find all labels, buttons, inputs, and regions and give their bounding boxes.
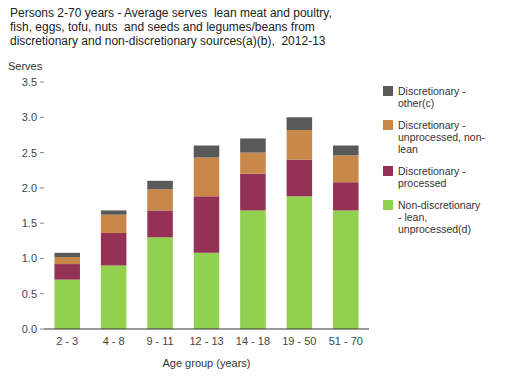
bar [240, 153, 266, 174]
tick-mark [40, 82, 44, 83]
text-line: - lean, [398, 211, 427, 223]
bar [240, 210, 266, 329]
bar [240, 174, 266, 211]
bar [333, 155, 359, 182]
legend: Discretionary -other(c)Discretionary -un… [383, 85, 485, 235]
text-line: other(c) [398, 97, 434, 109]
text-line: processed [398, 177, 447, 189]
bar [54, 264, 80, 280]
x-axis: 2 - 3 4 - 8 9 - 11 12 - 13 14 - 18 19 - 50 51 … [44, 329, 369, 347]
tick-label: 2.0 [22, 182, 37, 194]
legend-label: Discretionary -other(c) [398, 85, 466, 109]
y-axis: 0.0 0.5 1.0 1.5 2.0 2.5 3.0 3.5 [22, 76, 44, 335]
tick-label: 3.0 [22, 111, 37, 123]
legend-swatch [383, 86, 393, 96]
bar [287, 160, 313, 197]
bar [54, 280, 80, 329]
legend-label: Discretionary -unprocessed, non-lean [398, 119, 485, 155]
legend-swatch [383, 120, 393, 130]
legend-label: Non-discretionary- lean,unprocessed(d) [398, 199, 481, 235]
bar [101, 210, 127, 214]
tick-mark [40, 117, 44, 118]
tick-label: 1.5 [22, 217, 37, 229]
text-line: Discretionary - [398, 85, 466, 97]
bars [54, 117, 358, 329]
chart: Persons 2-70 years - Average serves lean… [0, 0, 509, 377]
legend-swatch [383, 166, 393, 176]
bar [147, 237, 173, 329]
bar [194, 196, 220, 252]
text-line: Discretionary - [398, 119, 466, 131]
bar [194, 253, 220, 329]
bar [194, 146, 220, 158]
tick-label: 14 - 18 [236, 335, 270, 347]
axis-label: Serves [8, 60, 43, 72]
tick-label: 2 - 3 [56, 335, 78, 347]
text-line: unprocessed, non- [398, 131, 485, 143]
bar [240, 138, 266, 152]
tick-mark [40, 152, 44, 153]
bar [147, 210, 173, 237]
tick-mark [40, 187, 44, 188]
text-line: unprocessed(d) [398, 223, 471, 235]
tick-label: 4 - 8 [103, 335, 125, 347]
tick-mark [40, 223, 44, 224]
bar [333, 182, 359, 210]
bar [101, 215, 127, 233]
tick-label: 0.0 [22, 323, 37, 335]
bar [287, 130, 313, 160]
title: Persons 2-70 years - Average serves lean… [10, 6, 332, 48]
bar [54, 257, 80, 264]
axis-label: Age group (years) [162, 357, 250, 369]
tick-mark [40, 258, 44, 259]
bar [101, 265, 127, 329]
bar [101, 233, 127, 265]
text-line: Discretionary - [398, 165, 466, 177]
tick-label: 9 - 11 [146, 335, 173, 347]
bar [333, 146, 359, 156]
tick-mark [40, 293, 44, 294]
bar [54, 253, 80, 257]
text-line: Non-discretionary [398, 199, 481, 211]
text-line: lean [398, 143, 418, 155]
bar [287, 196, 313, 329]
tick-mark [40, 329, 44, 330]
text-line: discretionary and non-discretionary sour… [10, 34, 326, 48]
bar [333, 210, 359, 329]
bar [147, 189, 173, 210]
bar [287, 117, 313, 130]
legend-swatch [383, 200, 393, 210]
tick-label: 0.5 [22, 288, 37, 300]
legend-label: Discretionary -processed [398, 165, 466, 189]
tick-label: 2.5 [22, 147, 37, 159]
tick-label: 1.0 [22, 252, 37, 264]
bar [147, 181, 173, 189]
tick-label: 51 - 70 [329, 335, 363, 347]
text-line: Persons 2-70 years - Average serves lean… [10, 6, 332, 20]
text-line: fish, eggs, tofu, nuts and seeds and leg… [10, 20, 315, 34]
tick-label: 3.5 [22, 76, 37, 88]
tick-label: 12 - 13 [189, 335, 223, 347]
axis-line [44, 329, 369, 330]
tick-label: 19 - 50 [282, 335, 316, 347]
bar [194, 158, 220, 197]
